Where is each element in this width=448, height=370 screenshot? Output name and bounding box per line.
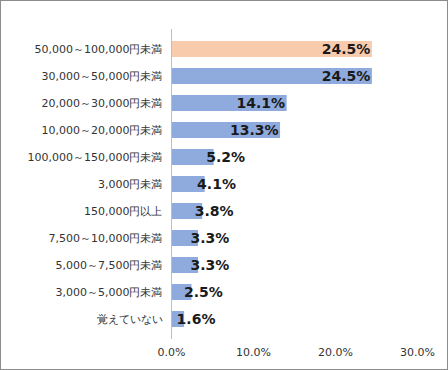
svg-text:3,000円未満: 3,000円未満 [98,178,163,191]
svg-text:4.1%: 4.1% [197,176,236,192]
svg-text:10,000～20,000円未満: 10,000～20,000円未満 [42,124,163,137]
svg-text:24.5%: 24.5% [322,41,371,57]
svg-text:150,000円以上: 150,000円以上 [84,205,163,218]
svg-text:1.6%: 1.6% [177,311,216,327]
svg-text:24.5%: 24.5% [322,68,371,84]
svg-text:14.1%: 14.1% [237,95,286,111]
svg-text:100,000～150,000円未満: 100,000～150,000円未満 [28,151,163,164]
svg-text:覚えていない: 覚えていない [97,313,163,326]
svg-text:20.0%: 20.0% [318,346,353,359]
svg-text:3.3%: 3.3% [191,230,230,246]
svg-text:3,000～5,000円未満: 3,000～5,000円未満 [56,286,163,299]
svg-text:50,000～100,000円未満: 50,000～100,000円未満 [35,43,163,56]
svg-text:3.3%: 3.3% [191,257,230,273]
svg-text:0.0%: 0.0% [158,346,186,359]
svg-text:3.8%: 3.8% [195,203,234,219]
svg-text:30.0%: 30.0% [400,346,435,359]
svg-text:7,500～10,000円未満: 7,500～10,000円未満 [49,232,163,245]
svg-text:10.0%: 10.0% [236,346,271,359]
svg-text:5,000～7,500円未満: 5,000～7,500円未満 [56,259,163,272]
svg-text:5.2%: 5.2% [206,149,245,165]
svg-text:20,000～30,000円未満: 20,000～30,000円未満 [42,97,163,110]
svg-text:2.5%: 2.5% [184,284,223,300]
svg-text:13.3%: 13.3% [230,122,279,138]
svg-text:30,000～50,000円未満: 30,000～50,000円未満 [42,70,163,83]
